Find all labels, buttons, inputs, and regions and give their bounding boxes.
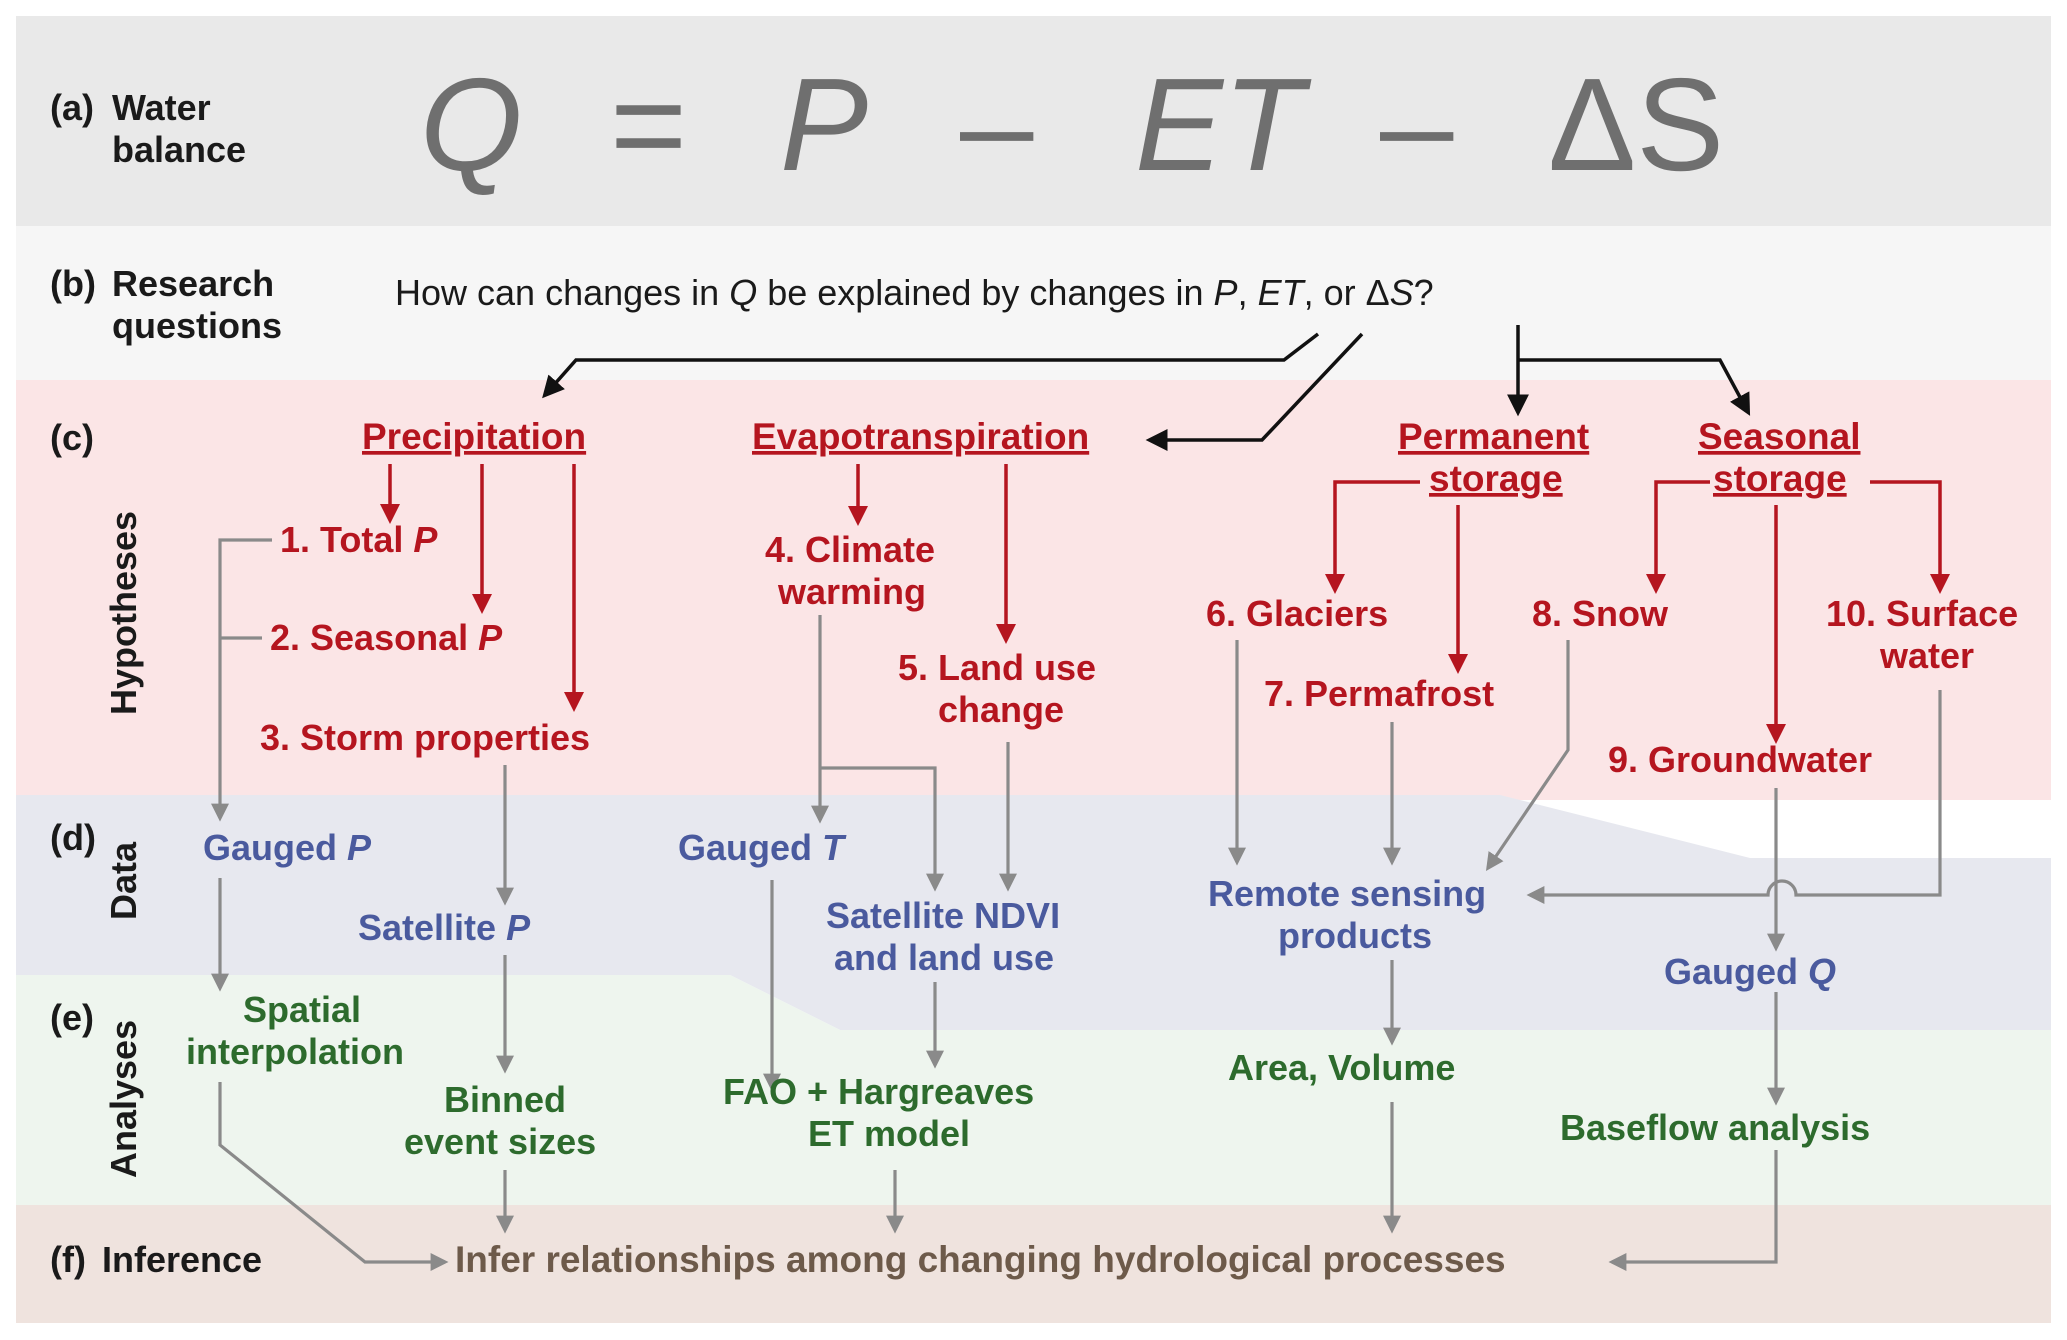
analysis-binned-line2: event sizes: [404, 1121, 596, 1162]
eq-equals: =: [610, 51, 687, 198]
data-gauged-t: Gauged T: [678, 827, 847, 868]
data-remote-sensing-line2: products: [1278, 915, 1432, 956]
row-e-side-label: Analyses: [103, 1020, 144, 1178]
row-f-label: Inference: [102, 1239, 262, 1280]
data-remote-sensing-line1: Remote sensing: [1208, 873, 1486, 914]
hypothesis-6: 6. Glaciers: [1206, 593, 1388, 634]
question-arrows: [542, 325, 1751, 451]
hypothesis-2: 2. Seasonal P: [270, 617, 503, 658]
eq-et: ET: [1135, 51, 1312, 198]
analysis-spatial-line1: Spatial: [243, 989, 361, 1030]
hypothesis-1: 1. Total P: [280, 519, 438, 560]
category-permanent-storage-line1: Permanent: [1398, 416, 1589, 457]
band-analyses: [16, 975, 2051, 1205]
hypothesis-4-line1: 4. Climate: [765, 529, 935, 570]
hypothesis-5-line1: 5. Land use: [898, 647, 1096, 688]
analysis-area-volume: Area, Volume: [1228, 1047, 1455, 1088]
eq-p: P: [780, 51, 868, 198]
hypothesis-4-line2: warming: [777, 571, 926, 612]
row-c-side-label: Hypotheses: [103, 511, 144, 715]
category-permanent-storage-line2: storage: [1429, 458, 1563, 499]
band-data: [16, 795, 2051, 1030]
hypothesis-7: 7. Permafrost: [1264, 673, 1494, 714]
inference-statement: Infer relationships among changing hydro…: [455, 1239, 1506, 1280]
row-b-letter: (b): [50, 263, 96, 304]
analysis-binned-line1: Binned: [444, 1079, 566, 1120]
category-seasonal-storage-line2: storage: [1713, 458, 1847, 499]
row-d-side-label: Data: [103, 841, 144, 920]
flow-arrows: [211, 538, 1942, 1271]
row-a-letter: (a): [50, 87, 94, 128]
eq-minus-1: –: [960, 51, 1034, 198]
hypothesis-10-line2: water: [1879, 635, 1974, 676]
data-satellite-ndvi-line2: and land use: [834, 937, 1054, 978]
eq-minus-2: –: [1380, 51, 1454, 198]
band-hypotheses: [16, 380, 2051, 800]
eq-q: Q: [420, 51, 523, 198]
category-seasonal-storage-line1: Seasonal: [1698, 416, 1860, 457]
row-d-letter: (d): [50, 817, 96, 858]
data-satellite-ndvi-line1: Satellite NDVI: [826, 895, 1060, 936]
analysis-spatial-line2: interpolation: [186, 1031, 404, 1072]
data-gauged-p: Gauged P: [203, 827, 372, 868]
row-a-label-line2: balance: [112, 129, 246, 170]
row-e-letter: (e): [50, 997, 94, 1038]
band-research-questions: [16, 226, 2051, 380]
analysis-baseflow: Baseflow analysis: [1560, 1107, 1870, 1148]
hypothesis-5-line2: change: [938, 689, 1064, 730]
row-c-letter: (c): [50, 417, 94, 458]
hypothesis-arrows: [380, 464, 1950, 744]
analysis-fao-line1: FAO + Hargreaves: [723, 1071, 1034, 1112]
research-question: How can changes in Q be explained by cha…: [395, 272, 1434, 313]
category-evapotranspiration: Evapotranspiration: [752, 416, 1089, 457]
row-b-label-line2: questions: [112, 305, 282, 346]
hypothesis-8: 8. Snow: [1532, 593, 1669, 634]
band-water-balance: [16, 16, 2051, 226]
row-a-label-line1: Water: [112, 87, 211, 128]
eq-delta-s: ΔS: [1548, 51, 1724, 198]
row-f-letter: (f): [50, 1239, 86, 1280]
analysis-fao-line2: ET model: [808, 1113, 970, 1154]
row-b-label-line1: Research: [112, 263, 274, 304]
hypothesis-3: 3. Storm properties: [260, 717, 590, 758]
category-precipitation: Precipitation: [362, 416, 586, 457]
hypothesis-10-line1: 10. Surface: [1826, 593, 2018, 634]
band-inference: [16, 1205, 2051, 1323]
hypothesis-9: 9. Groundwater: [1608, 739, 1872, 780]
data-satellite-p: Satellite P: [358, 907, 531, 948]
data-gauged-q: Gauged Q: [1664, 951, 1836, 992]
